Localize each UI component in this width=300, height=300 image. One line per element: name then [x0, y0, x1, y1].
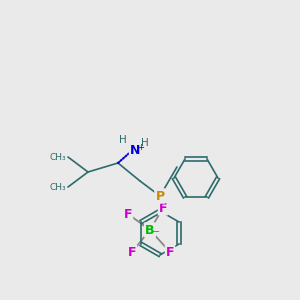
Text: F: F — [128, 245, 136, 259]
Text: H: H — [141, 138, 149, 148]
Text: +: + — [138, 142, 144, 152]
Text: F: F — [124, 208, 132, 220]
Text: H: H — [119, 135, 127, 145]
Text: CH₃: CH₃ — [50, 182, 66, 191]
Text: P: P — [155, 190, 165, 202]
Text: F: F — [159, 202, 167, 214]
Text: F: F — [166, 245, 174, 259]
Text: N: N — [130, 145, 140, 158]
Text: B: B — [145, 224, 155, 236]
Text: −: − — [152, 227, 160, 237]
Text: CH₃: CH₃ — [50, 152, 66, 161]
